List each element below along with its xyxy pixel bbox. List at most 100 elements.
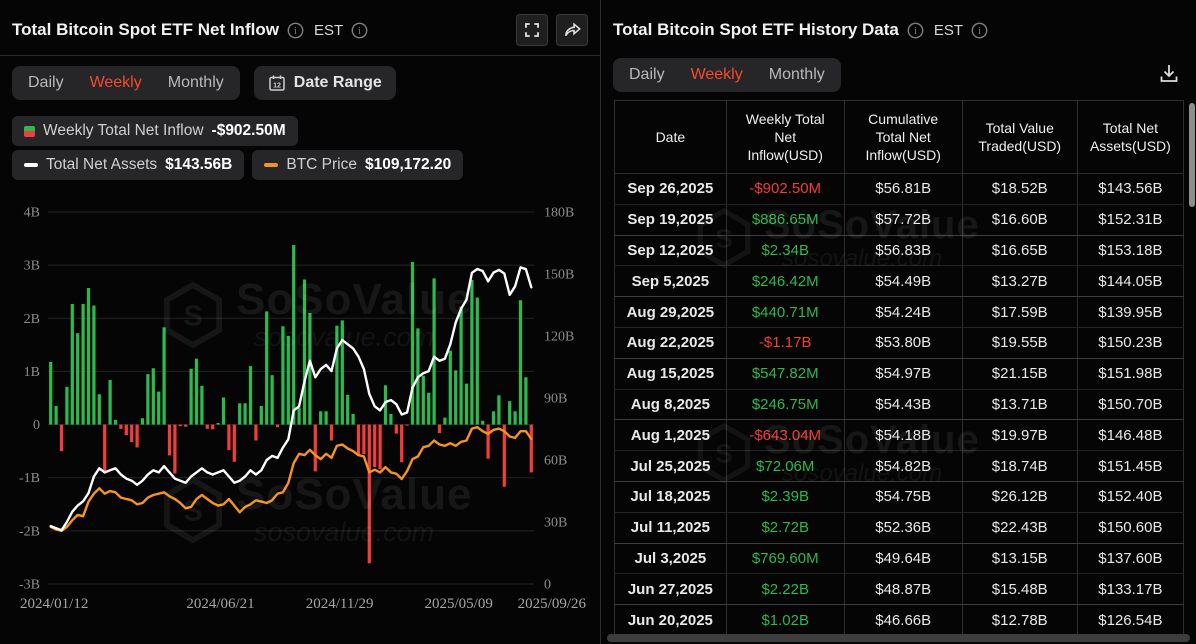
- cell-cumulative: $54.97B: [843, 358, 962, 389]
- info-icon[interactable]: i: [971, 22, 988, 39]
- cell-inflow: $547.82M: [725, 358, 844, 389]
- cell-inflow: $72.06M: [725, 451, 844, 481]
- chart-canvas[interactable]: 4B 3B 2B 1B 0 -1B -2B -3B 180B 150B 120B 90B 60B 30B 0…: [12, 188, 588, 618]
- cell-traded: $16.65B: [961, 235, 1077, 266]
- cell-inflow: -$643.04M: [725, 420, 844, 451]
- cell-assets: $144.05B: [1076, 266, 1184, 297]
- legend-row-2: Total Net Assets $143.56B BTC Price $109…: [12, 150, 464, 180]
- left-controls: Daily Weekly Monthly 12 Date Range: [12, 66, 588, 100]
- column-header: Total Net Assets(USD): [1076, 101, 1184, 173]
- svg-text:150B: 150B: [544, 268, 574, 283]
- svg-text:60B: 60B: [544, 454, 567, 469]
- table-row: Aug 22,2025 -$1.17B $53.80B $19.55B $150.23B: [614, 327, 1184, 359]
- svg-text:i: i: [358, 26, 361, 37]
- cell-traded: $17.59B: [961, 297, 1077, 327]
- tab-daily[interactable]: Daily: [28, 74, 64, 91]
- net-inflow-chart[interactable]: 4B 3B 2B 1B 0 -1B -2B -3B 180B 150B 120B 90B 60B 30B 0…: [12, 188, 588, 618]
- tab-weekly[interactable]: Weekly: [89, 74, 142, 91]
- cell-traded: $19.55B: [961, 327, 1077, 358]
- svg-text:1B: 1B: [24, 365, 40, 380]
- timezone-label: EST: [313, 21, 344, 39]
- tab-daily[interactable]: Daily: [629, 66, 665, 83]
- download-icon: [1160, 64, 1178, 82]
- cell-assets: $150.60B: [1076, 512, 1184, 543]
- cell-cumulative: $57.72B: [843, 204, 962, 235]
- svg-text:2B: 2B: [24, 312, 40, 327]
- cell-cumulative: $56.83B: [843, 235, 962, 266]
- table-row: Jul 25,2025 $72.06M $54.82B $18.74B $151.45B: [614, 451, 1184, 482]
- cell-inflow: -$902.50M: [725, 174, 844, 204]
- cell-assets: $150.70B: [1076, 389, 1184, 420]
- header-divider: [0, 55, 600, 56]
- svg-text:-3B: -3B: [19, 578, 40, 593]
- cell-inflow: $246.75M: [725, 389, 844, 420]
- cell-date: Sep 5,2025: [614, 266, 726, 297]
- table-title: Total Bitcoin Spot ETF History Data: [613, 20, 899, 39]
- table-row: Sep 19,2025 $886.65M $57.72B $16.60B $152.31…: [614, 204, 1184, 236]
- legend-net-assets[interactable]: Total Net Assets $143.56B: [12, 150, 245, 180]
- cell-inflow: -$1.17B: [725, 327, 844, 358]
- svg-text:4B: 4B: [24, 206, 40, 221]
- page-title: Total Bitcoin Spot ETF Net Inflow: [12, 20, 279, 39]
- table-row: Sep 12,2025 $2.34B $56.83B $16.65B $153.18B: [614, 235, 1184, 267]
- cell-traded: $18.52B: [961, 174, 1077, 204]
- info-icon[interactable]: i: [907, 22, 924, 39]
- cell-cumulative: $53.80B: [843, 327, 962, 358]
- legend-row-1: Weekly Total Net Inflow -$902.50M: [12, 116, 298, 146]
- cell-inflow: $2.72B: [725, 512, 844, 543]
- cell-assets: $152.40B: [1076, 481, 1184, 512]
- svg-text:2025/09/26: 2025/09/26: [518, 596, 587, 612]
- cell-assets: $133.17B: [1076, 574, 1184, 605]
- assets-line-swatch-icon: [24, 163, 38, 167]
- cell-inflow: $2.34B: [725, 235, 844, 266]
- horizontal-scrollbar[interactable]: [607, 634, 1190, 642]
- vertical-scrollbar[interactable]: [1189, 103, 1195, 633]
- legend-net-inflow[interactable]: Weekly Total Net Inflow -$902.50M: [12, 116, 298, 146]
- table-row: Jul 3,2025 $769.60M $49.64B $13.15B $137.60B: [614, 543, 1184, 575]
- svg-text:2024/11/29: 2024/11/29: [306, 596, 374, 612]
- bar-series-swatch-icon: [24, 125, 35, 137]
- cell-cumulative: $54.43B: [843, 389, 962, 420]
- legend-btc-price[interactable]: BTC Price $109,172.20: [252, 150, 464, 180]
- cell-cumulative: $48.87B: [843, 574, 962, 605]
- column-header: Weekly Total Net Inflow(USD): [725, 101, 844, 173]
- interval-tabs: Daily Weekly Monthly: [12, 66, 240, 100]
- cell-cumulative: $54.75B: [843, 481, 962, 512]
- svg-text:30B: 30B: [544, 516, 567, 531]
- interval-tabs: Daily Weekly Monthly: [613, 58, 841, 92]
- cell-assets: $137.60B: [1076, 543, 1184, 574]
- cell-traded: $13.15B: [961, 543, 1077, 574]
- info-icon[interactable]: i: [351, 22, 368, 39]
- cell-traded: $19.97B: [961, 420, 1077, 451]
- date-range-button[interactable]: 12 Date Range: [253, 66, 396, 100]
- legend-label: Total Net Assets: [46, 156, 158, 173]
- info-icon[interactable]: i: [287, 22, 304, 39]
- cell-inflow: $2.39B: [725, 481, 844, 512]
- cell-traded: $22.43B: [961, 512, 1077, 543]
- cell-date: Sep 26,2025: [614, 174, 726, 204]
- cell-traded: $15.48B: [961, 574, 1077, 605]
- cell-assets: $152.31B: [1076, 204, 1184, 235]
- download-button[interactable]: [1158, 62, 1180, 89]
- cell-inflow: $886.65M: [725, 204, 844, 235]
- cell-inflow: $246.42M: [725, 266, 844, 297]
- column-header: Date: [614, 101, 726, 173]
- svg-text:0: 0: [544, 578, 551, 593]
- column-header: Cumulative Total Net Inflow(USD): [843, 101, 962, 173]
- tab-monthly[interactable]: Monthly: [768, 66, 825, 83]
- vertical-scrollbar-thumb[interactable]: [1189, 103, 1195, 207]
- share-button[interactable]: [556, 14, 588, 46]
- tab-monthly[interactable]: Monthly: [167, 74, 224, 91]
- svg-text:2025/05/09: 2025/05/09: [424, 596, 492, 612]
- legend-label: BTC Price: [286, 156, 357, 173]
- right-controls: Daily Weekly Monthly: [613, 58, 1184, 92]
- svg-text:i: i: [294, 26, 297, 37]
- cell-date: Jul 18,2025: [614, 481, 726, 512]
- fullscreen-button[interactable]: [516, 14, 548, 46]
- cell-assets: $151.45B: [1076, 451, 1184, 481]
- table-row: Jul 18,2025 $2.39B $54.75B $26.12B $152.40B: [614, 481, 1184, 513]
- cell-cumulative: $54.24B: [843, 297, 962, 327]
- cell-date: Aug 8,2025: [614, 389, 726, 420]
- history-data-panel: Total Bitcoin Spot ETF History Data i ES…: [600, 0, 1196, 644]
- tab-weekly[interactable]: Weekly: [690, 66, 743, 83]
